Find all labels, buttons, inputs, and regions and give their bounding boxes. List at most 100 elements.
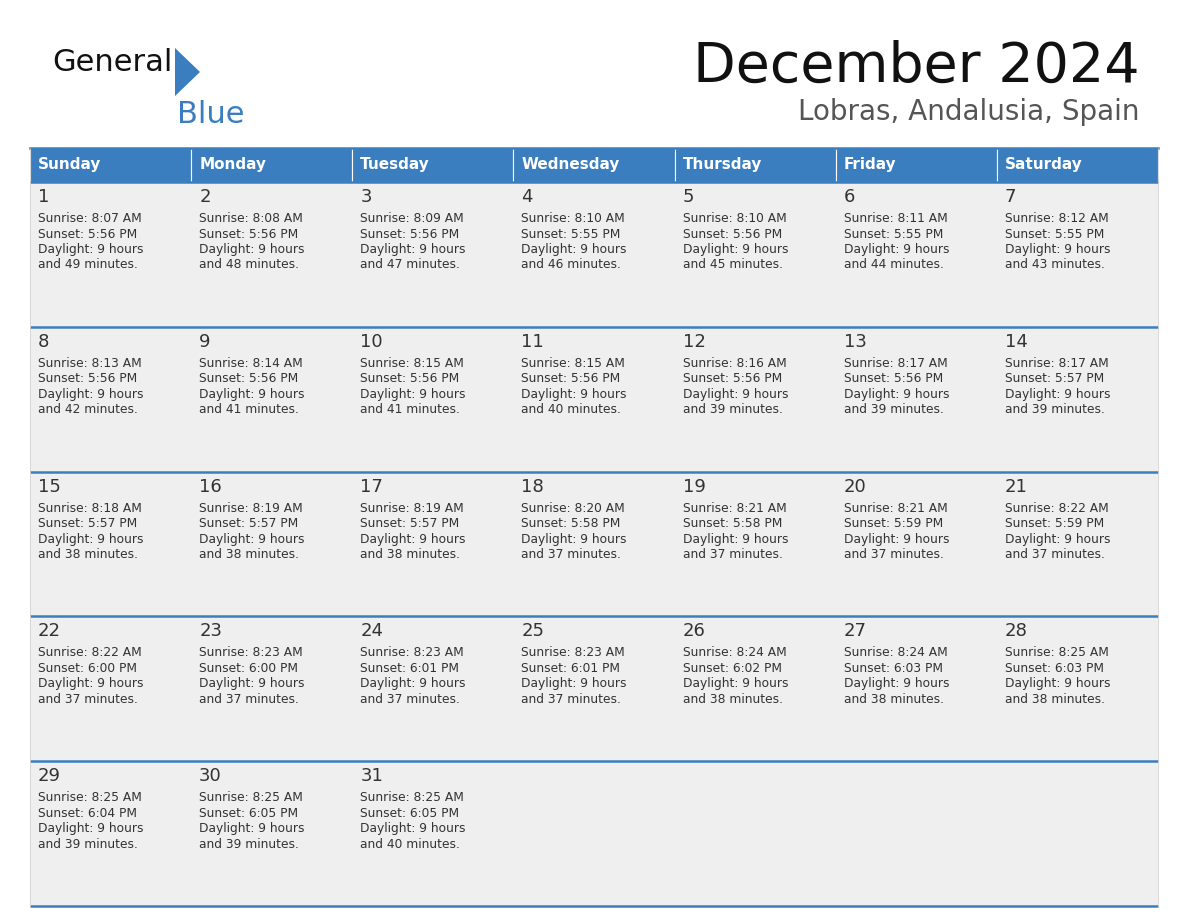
Text: Sunrise: 8:16 AM: Sunrise: 8:16 AM (683, 357, 786, 370)
Text: Sunset: 6:00 PM: Sunset: 6:00 PM (38, 662, 137, 675)
Text: and 37 minutes.: and 37 minutes. (360, 693, 460, 706)
Bar (835, 616, 997, 761)
Text: and 44 minutes.: and 44 minutes. (843, 259, 943, 272)
Text: Sunrise: 8:24 AM: Sunrise: 8:24 AM (683, 646, 786, 659)
Text: Daylight: 9 hours: Daylight: 9 hours (38, 387, 144, 401)
Text: and 38 minutes.: and 38 minutes. (38, 548, 138, 561)
Text: Sunrise: 8:08 AM: Sunrise: 8:08 AM (200, 212, 303, 225)
Text: and 37 minutes.: and 37 minutes. (38, 693, 138, 706)
Text: Sunset: 5:56 PM: Sunset: 5:56 PM (200, 373, 298, 386)
Text: Sunrise: 8:11 AM: Sunrise: 8:11 AM (843, 212, 948, 225)
Text: Sunrise: 8:23 AM: Sunrise: 8:23 AM (360, 646, 465, 659)
Text: 9: 9 (200, 333, 210, 351)
Text: Sunrise: 8:09 AM: Sunrise: 8:09 AM (360, 212, 465, 225)
Text: Sunset: 6:01 PM: Sunset: 6:01 PM (360, 662, 460, 675)
Text: and 45 minutes.: and 45 minutes. (683, 259, 783, 272)
Text: Sunrise: 8:25 AM: Sunrise: 8:25 AM (360, 791, 465, 804)
Text: Daylight: 9 hours: Daylight: 9 hours (1005, 532, 1111, 545)
Bar (675, 148, 835, 182)
Text: Sunset: 5:56 PM: Sunset: 5:56 PM (38, 373, 138, 386)
Text: 26: 26 (683, 622, 706, 641)
Text: and 47 minutes.: and 47 minutes. (360, 259, 460, 272)
Text: Sunrise: 8:12 AM: Sunrise: 8:12 AM (1005, 212, 1108, 225)
Text: Tuesday: Tuesday (360, 158, 430, 173)
Text: Sunset: 5:56 PM: Sunset: 5:56 PM (360, 373, 460, 386)
Bar (353, 761, 513, 906)
Text: Daylight: 9 hours: Daylight: 9 hours (38, 823, 144, 835)
Text: Sunrise: 8:17 AM: Sunrise: 8:17 AM (843, 357, 948, 370)
Text: 12: 12 (683, 333, 706, 351)
Text: Monday: Monday (200, 158, 266, 173)
Bar (30, 327, 191, 472)
Text: 21: 21 (1005, 477, 1028, 496)
Bar (997, 616, 1158, 761)
Text: Sunrise: 8:24 AM: Sunrise: 8:24 AM (843, 646, 948, 659)
Text: Sunrise: 8:17 AM: Sunrise: 8:17 AM (1005, 357, 1108, 370)
Text: Sunrise: 8:15 AM: Sunrise: 8:15 AM (360, 357, 465, 370)
Text: and 37 minutes.: and 37 minutes. (200, 693, 299, 706)
Text: Daylight: 9 hours: Daylight: 9 hours (360, 243, 466, 256)
Text: and 43 minutes.: and 43 minutes. (1005, 259, 1105, 272)
Bar (30, 761, 191, 906)
Text: Daylight: 9 hours: Daylight: 9 hours (522, 677, 627, 690)
Bar (353, 327, 513, 472)
Text: 8: 8 (38, 333, 50, 351)
Text: 23: 23 (200, 622, 222, 641)
Bar (835, 327, 997, 472)
Text: Lobras, Andalusia, Spain: Lobras, Andalusia, Spain (798, 98, 1140, 126)
Text: Daylight: 9 hours: Daylight: 9 hours (360, 677, 466, 690)
Bar (353, 148, 513, 182)
Text: Sunset: 5:57 PM: Sunset: 5:57 PM (200, 517, 298, 530)
Text: Sunrise: 8:10 AM: Sunrise: 8:10 AM (683, 212, 786, 225)
Text: and 41 minutes.: and 41 minutes. (360, 403, 460, 416)
Bar (513, 616, 675, 761)
Text: 6: 6 (843, 188, 855, 206)
Bar (191, 182, 353, 327)
Text: and 38 minutes.: and 38 minutes. (200, 548, 299, 561)
Text: and 38 minutes.: and 38 minutes. (1005, 693, 1105, 706)
Text: Sunrise: 8:18 AM: Sunrise: 8:18 AM (38, 501, 141, 515)
Bar (191, 148, 353, 182)
Text: Daylight: 9 hours: Daylight: 9 hours (683, 387, 788, 401)
Text: 16: 16 (200, 477, 222, 496)
Text: Sunrise: 8:19 AM: Sunrise: 8:19 AM (360, 501, 465, 515)
Text: Daylight: 9 hours: Daylight: 9 hours (38, 677, 144, 690)
Text: 10: 10 (360, 333, 383, 351)
Text: 14: 14 (1005, 333, 1028, 351)
Text: Sunset: 6:05 PM: Sunset: 6:05 PM (360, 807, 460, 820)
Text: Friday: Friday (843, 158, 896, 173)
Text: Sunset: 5:56 PM: Sunset: 5:56 PM (683, 228, 782, 241)
Text: and 37 minutes.: and 37 minutes. (843, 548, 943, 561)
Bar (675, 327, 835, 472)
Text: and 48 minutes.: and 48 minutes. (200, 259, 299, 272)
Text: Sunset: 5:57 PM: Sunset: 5:57 PM (1005, 373, 1104, 386)
Bar (353, 472, 513, 616)
Text: 3: 3 (360, 188, 372, 206)
Text: Daylight: 9 hours: Daylight: 9 hours (200, 243, 304, 256)
Text: 7: 7 (1005, 188, 1017, 206)
Bar (513, 327, 675, 472)
Text: Sunset: 6:04 PM: Sunset: 6:04 PM (38, 807, 137, 820)
Text: Wednesday: Wednesday (522, 158, 620, 173)
Text: 30: 30 (200, 767, 222, 785)
Text: Sunset: 6:03 PM: Sunset: 6:03 PM (843, 662, 943, 675)
Text: Sunrise: 8:22 AM: Sunrise: 8:22 AM (1005, 501, 1108, 515)
Text: Thursday: Thursday (683, 158, 762, 173)
Text: Sunrise: 8:21 AM: Sunrise: 8:21 AM (683, 501, 786, 515)
Text: Sunrise: 8:07 AM: Sunrise: 8:07 AM (38, 212, 141, 225)
Text: Daylight: 9 hours: Daylight: 9 hours (683, 677, 788, 690)
Text: Sunset: 5:55 PM: Sunset: 5:55 PM (843, 228, 943, 241)
Text: 31: 31 (360, 767, 384, 785)
Bar (191, 327, 353, 472)
Text: Daylight: 9 hours: Daylight: 9 hours (360, 823, 466, 835)
Text: Sunrise: 8:25 AM: Sunrise: 8:25 AM (200, 791, 303, 804)
Text: Sunrise: 8:14 AM: Sunrise: 8:14 AM (200, 357, 303, 370)
Text: Sunset: 5:56 PM: Sunset: 5:56 PM (683, 373, 782, 386)
Bar (997, 761, 1158, 906)
Text: Sunset: 5:57 PM: Sunset: 5:57 PM (38, 517, 138, 530)
Text: Daylight: 9 hours: Daylight: 9 hours (38, 532, 144, 545)
Text: Daylight: 9 hours: Daylight: 9 hours (522, 532, 627, 545)
Text: and 39 minutes.: and 39 minutes. (1005, 403, 1105, 416)
Text: Daylight: 9 hours: Daylight: 9 hours (522, 387, 627, 401)
Text: and 38 minutes.: and 38 minutes. (360, 548, 460, 561)
